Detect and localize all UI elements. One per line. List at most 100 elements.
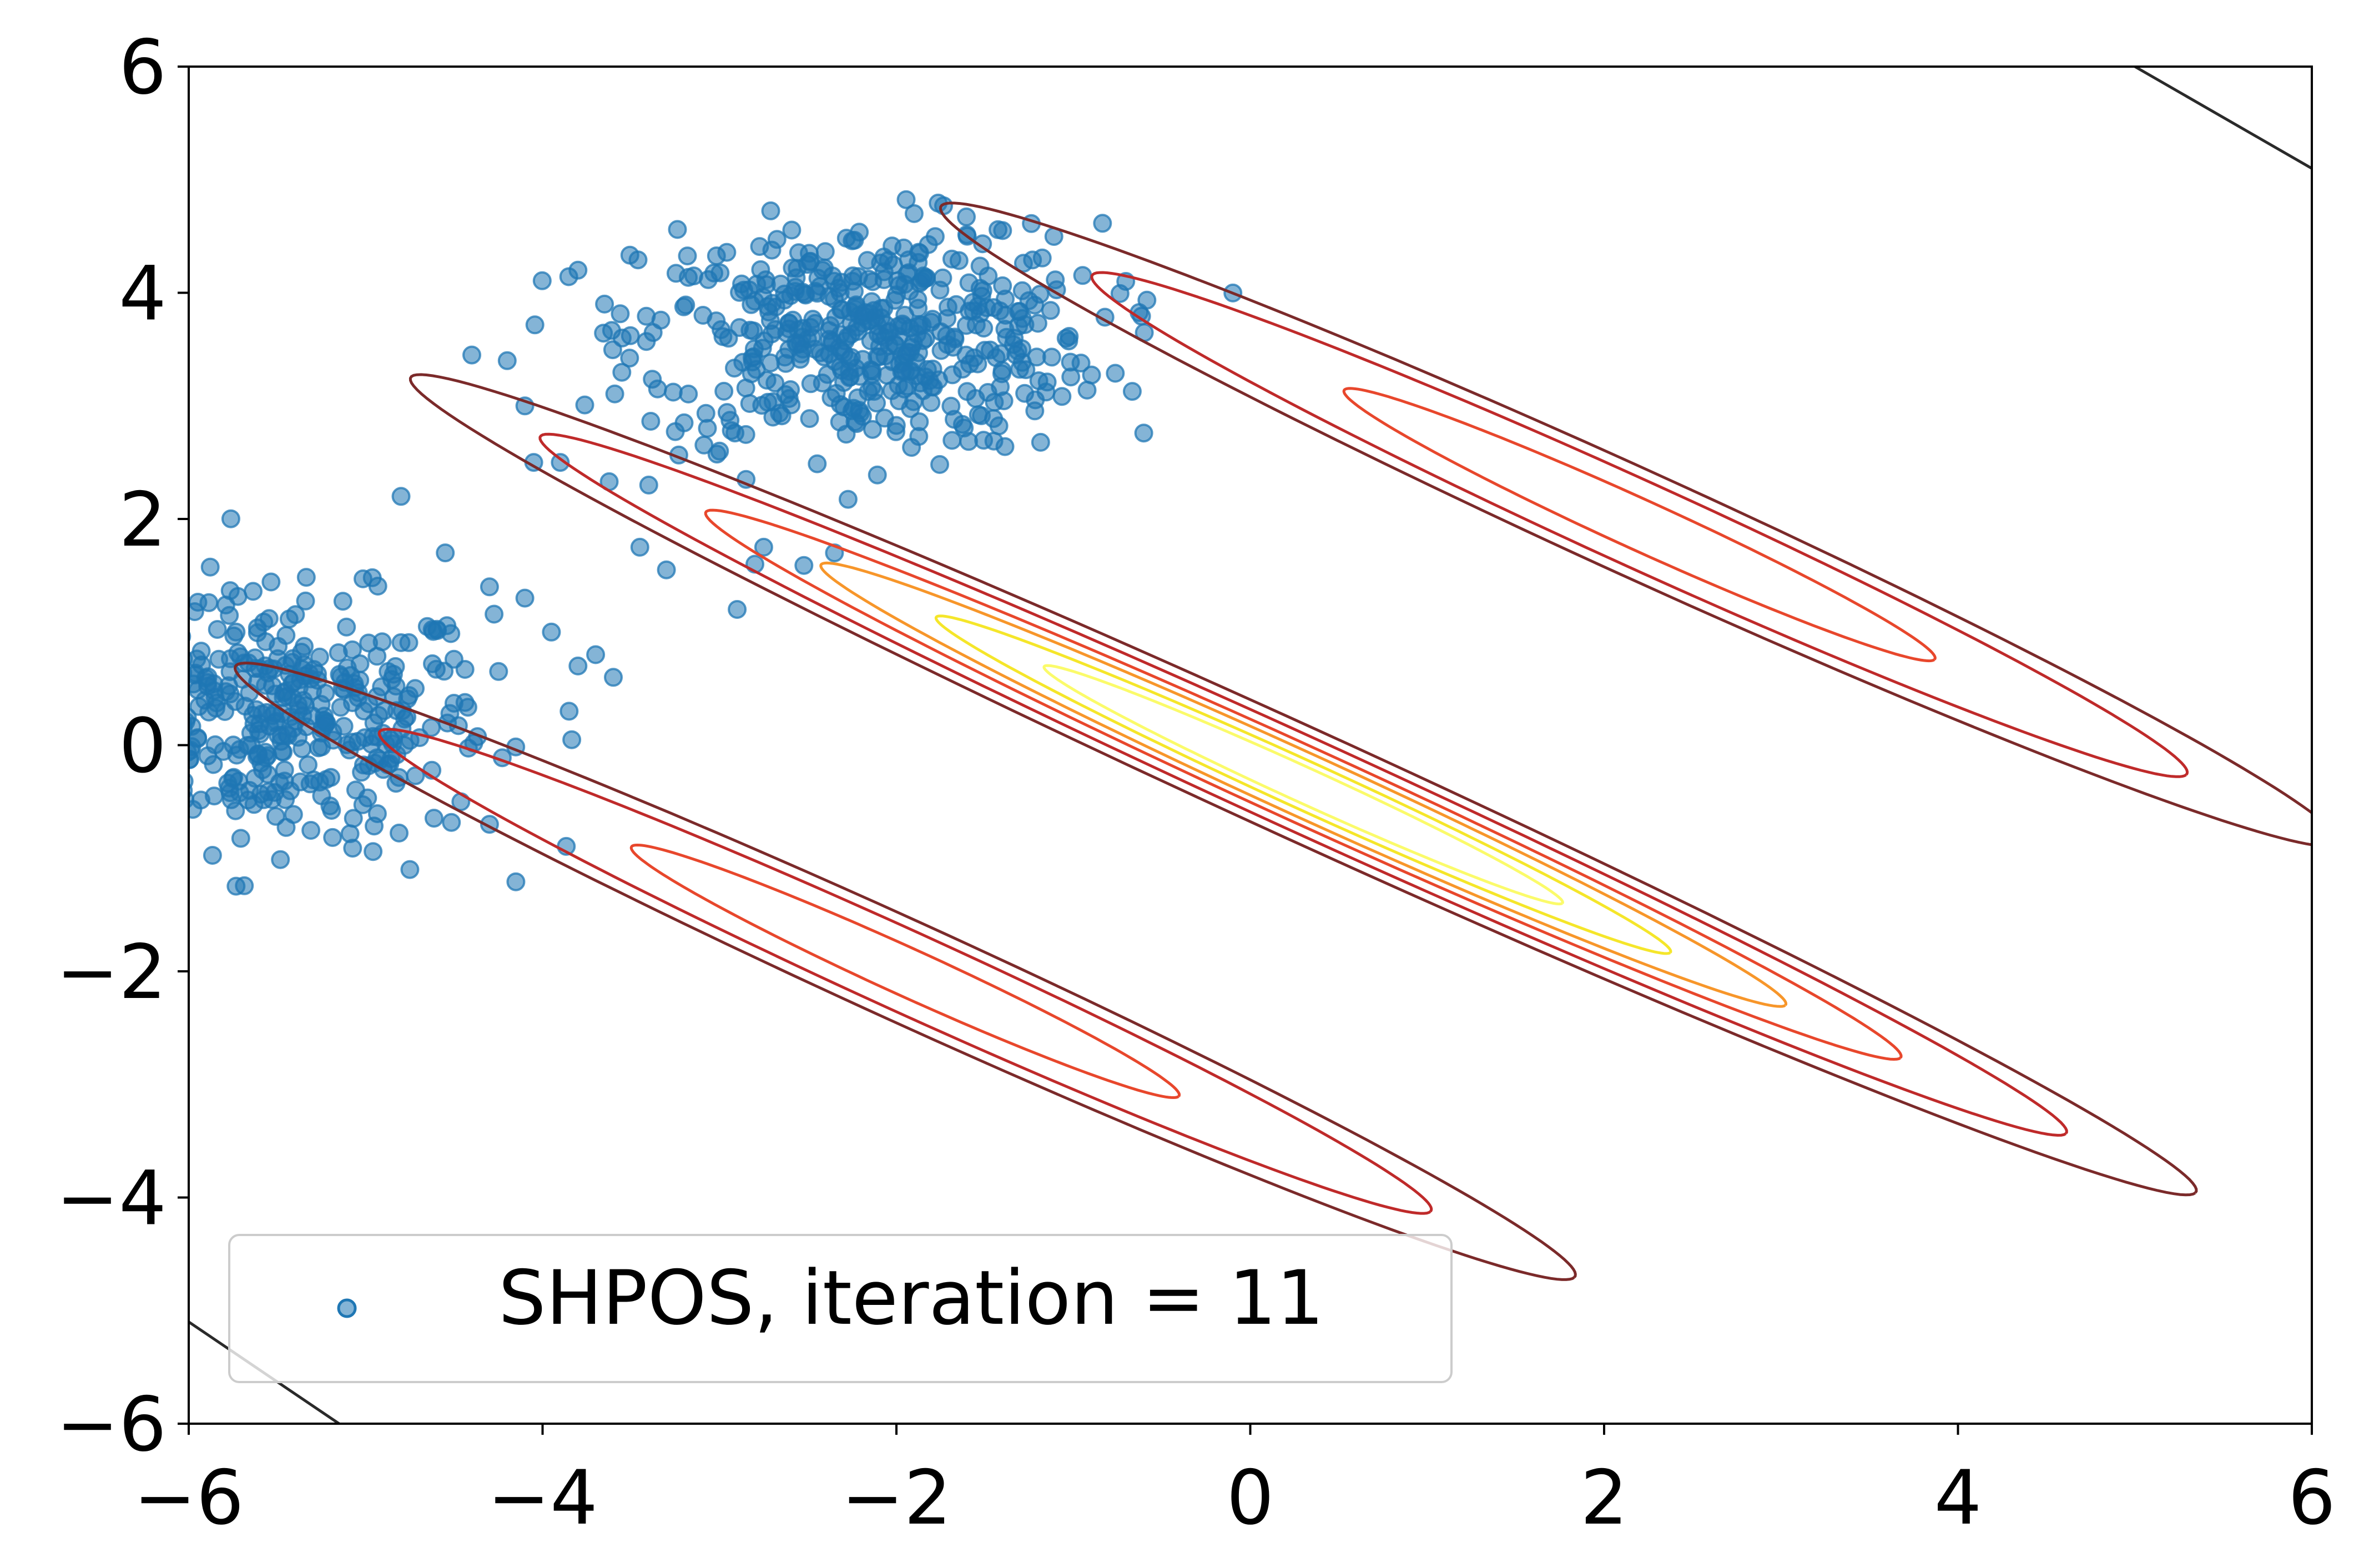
scatter-point: [1012, 339, 1031, 359]
scatter-point: [365, 816, 384, 836]
scatter-point: [801, 317, 820, 337]
scatter-point: [904, 392, 923, 411]
scatter-point: [312, 737, 331, 757]
scatter-point: [1073, 266, 1092, 285]
scatter-point: [1134, 423, 1153, 443]
scatter-point: [1106, 364, 1125, 383]
scatter-point: [955, 419, 974, 438]
scatter-point: [1026, 390, 1045, 410]
scatter-point: [896, 190, 916, 209]
scatter-point: [754, 537, 773, 557]
scatter-point: [458, 698, 477, 717]
scatter-point: [855, 303, 875, 322]
scatter-point: [320, 796, 340, 815]
scatter-point: [717, 243, 737, 262]
scatter-point: [273, 742, 292, 761]
contour-line: [538, 432, 2068, 1137]
scatter-point: [925, 227, 945, 246]
y-axis: −6 −4 −2 0 2 4 6: [56, 24, 189, 1468]
scatter-point: [1059, 331, 1078, 351]
scatter-point: [781, 380, 800, 399]
contour-line: [1090, 271, 2189, 778]
scatter-point: [442, 813, 461, 832]
scatter-point: [400, 860, 420, 879]
scatter-point: [942, 249, 961, 269]
scatter-point: [929, 370, 949, 390]
scatter-point: [679, 384, 698, 404]
y-tick-label: −4: [56, 1155, 167, 1242]
legend-box: [228, 1234, 1453, 1383]
scatter-point: [226, 622, 246, 642]
scatter-point: [863, 420, 882, 439]
scatter-point: [200, 557, 220, 577]
scatter-point: [497, 351, 517, 370]
scatter-point: [391, 633, 411, 652]
scatter-point: [352, 763, 371, 782]
x-tick-label: −4: [487, 1454, 598, 1541]
scatter-point: [728, 600, 747, 619]
scatter-point: [984, 431, 1004, 451]
contour-line: [377, 728, 1433, 1215]
scatter-point: [253, 704, 271, 724]
scatter-point: [372, 632, 392, 652]
scatter-point: [331, 667, 351, 687]
scatter-point: [916, 269, 936, 288]
scatter-point: [437, 616, 457, 636]
scatter-point: [261, 572, 281, 592]
scatter-point: [231, 829, 250, 848]
scatter-point: [189, 674, 203, 694]
scatter-point: [323, 828, 342, 847]
scatter-point: [1046, 270, 1065, 290]
scatter-point: [1041, 301, 1060, 320]
scatter-point: [391, 487, 411, 506]
scatter-point: [269, 637, 288, 656]
scatter-point: [657, 560, 676, 579]
scatter-point: [838, 490, 858, 509]
scatter-point: [1122, 382, 1142, 401]
contour-line: [1342, 387, 1937, 663]
scatter-point: [956, 316, 976, 335]
scatter-point: [944, 337, 963, 357]
scatter-point: [904, 204, 924, 223]
scatter-point: [189, 740, 200, 760]
scatter-point: [990, 301, 1010, 320]
scatter-point: [889, 327, 909, 346]
scatter-point: [364, 713, 384, 733]
scatter-point: [390, 823, 409, 843]
scatter-point: [975, 341, 994, 360]
scatter-point: [834, 397, 854, 417]
contour-line: [939, 201, 2312, 846]
scatter-point: [532, 271, 552, 290]
scatter-point: [992, 361, 1012, 380]
scatter-point: [299, 755, 317, 774]
contour-line: [819, 561, 1787, 1008]
scatter-point: [259, 782, 278, 801]
scatter-point: [604, 668, 623, 687]
scatter-point: [300, 774, 320, 794]
scatter-point: [515, 588, 535, 608]
scatter-point: [639, 475, 658, 495]
scatter-point: [923, 310, 942, 329]
scatter-point: [191, 642, 211, 661]
scatter-point: [714, 381, 734, 401]
scatter-point: [1019, 291, 1039, 310]
y-tick-label: −2: [56, 929, 167, 1016]
scatter-point: [902, 438, 921, 457]
scatter-point: [506, 872, 526, 891]
scatter-point: [358, 788, 377, 808]
boundary-line: [2134, 67, 2312, 170]
scatter-point: [568, 260, 588, 280]
scatter-point: [959, 273, 979, 293]
scatter-point: [271, 726, 291, 745]
scatter-point: [560, 702, 579, 721]
y-tick-label: 6: [119, 24, 167, 111]
scatter-point: [693, 306, 713, 325]
scatter-point: [595, 294, 614, 314]
scatter-point: [765, 320, 785, 339]
scatter-point: [863, 361, 882, 381]
scatter-point: [189, 602, 204, 621]
scatter-point: [668, 220, 687, 239]
scatter-point: [899, 263, 919, 283]
scatter-point: [1061, 367, 1081, 387]
